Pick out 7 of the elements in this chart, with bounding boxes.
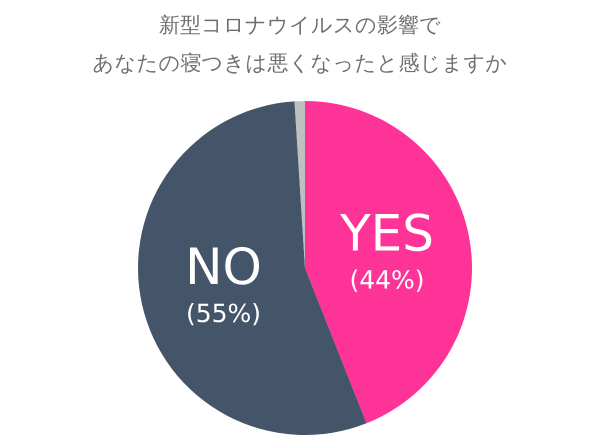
- slice-label: YES: [339, 204, 434, 262]
- chart-title: 新型コロナウイルスの影響で: [158, 12, 442, 39]
- chart-subtitle: あなたの寝つきは悪くなったと感じますか: [92, 50, 508, 77]
- pie-slice: [305, 101, 472, 424]
- slice-label: NO: [185, 238, 262, 296]
- data-label: (55%): [186, 299, 262, 328]
- data-label: (44%): [349, 265, 425, 294]
